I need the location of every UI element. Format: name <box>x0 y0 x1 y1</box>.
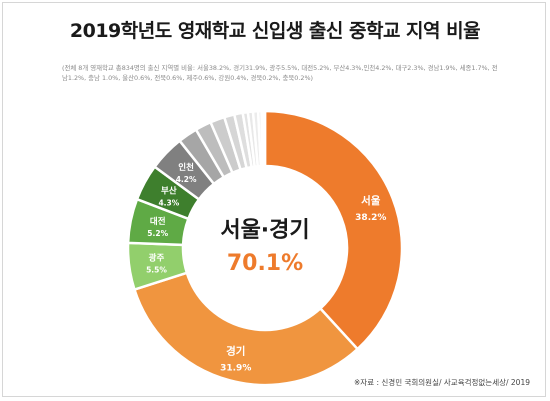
slice-16 <box>262 109 267 168</box>
center-value: 70.1% <box>227 251 303 276</box>
slice-value-5: 4.2% <box>176 175 197 184</box>
center-label: 서울·경기 <box>220 218 309 243</box>
slice-label-2: 광주 <box>149 253 165 264</box>
slice-label-4: 부산 <box>161 186 177 197</box>
slice-1 <box>132 271 360 387</box>
slice-label-1: 경기 <box>226 345 245 358</box>
slice-label-0: 서울 <box>361 194 381 207</box>
slice-value-3: 5.2% <box>147 229 168 238</box>
slice-value-0: 38.2% <box>355 213 386 223</box>
chart-title: 2019학년도 영재학교 신입생 출신 중학교 지역 비율 <box>69 20 481 42</box>
slice-value-4: 4.3% <box>158 199 179 208</box>
slice-value-2: 5.5% <box>146 266 167 275</box>
slice-value-1: 31.9% <box>220 364 251 374</box>
chart-note: (전체 8개 영재학교 총834명의 출신 지역별 비율: 서울38.2%, 경… <box>62 64 498 82</box>
slice-0 <box>263 109 404 351</box>
slice-label-3: 대전 <box>150 216 166 227</box>
slice-label-5: 인천 <box>178 162 194 173</box>
source-note: ※자료 : 신경민 국회의원실/ 사교육걱정없는세상/ 2019 <box>354 378 530 387</box>
